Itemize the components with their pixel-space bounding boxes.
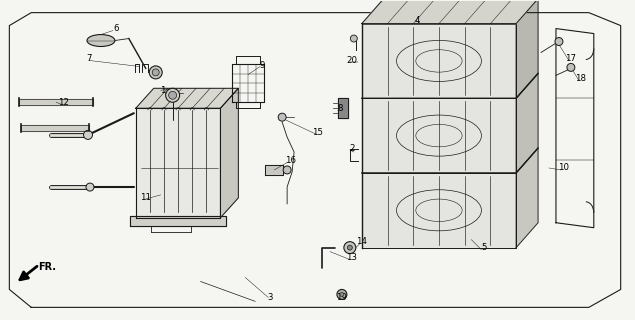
Polygon shape (516, 148, 538, 248)
Polygon shape (265, 165, 283, 175)
Text: 8: 8 (337, 104, 343, 113)
Polygon shape (136, 88, 238, 108)
Text: FR.: FR. (38, 261, 56, 272)
Circle shape (344, 242, 356, 253)
Circle shape (278, 113, 286, 121)
Polygon shape (220, 88, 238, 218)
Text: 13: 13 (346, 253, 358, 262)
Text: 5: 5 (481, 243, 487, 252)
Circle shape (84, 131, 93, 140)
Text: 9: 9 (260, 61, 265, 70)
Circle shape (340, 292, 344, 296)
Text: 10: 10 (558, 164, 570, 172)
Circle shape (337, 289, 347, 300)
Polygon shape (362, 173, 516, 248)
Text: 15: 15 (312, 128, 323, 137)
Circle shape (351, 35, 358, 42)
Circle shape (283, 166, 291, 174)
Ellipse shape (87, 35, 115, 46)
Circle shape (555, 37, 563, 45)
Text: 7: 7 (86, 54, 91, 63)
Circle shape (169, 91, 177, 99)
Text: 17: 17 (565, 54, 577, 63)
Circle shape (86, 183, 94, 191)
Circle shape (166, 88, 180, 102)
Text: 16: 16 (284, 156, 296, 164)
Text: 20: 20 (346, 56, 358, 65)
Text: 11: 11 (140, 193, 151, 202)
Polygon shape (136, 108, 220, 218)
Text: 14: 14 (356, 237, 367, 246)
Text: 12: 12 (58, 98, 69, 107)
Polygon shape (19, 99, 93, 105)
Text: 2: 2 (349, 144, 354, 153)
Text: 3: 3 (267, 293, 273, 302)
Polygon shape (516, 73, 538, 173)
Text: 19: 19 (337, 293, 347, 302)
Polygon shape (362, 0, 538, 24)
Polygon shape (516, 0, 538, 98)
Polygon shape (362, 98, 516, 173)
Circle shape (152, 69, 159, 76)
Circle shape (567, 63, 575, 71)
Polygon shape (22, 125, 89, 131)
Circle shape (149, 66, 162, 79)
Text: 1: 1 (160, 86, 166, 95)
Polygon shape (362, 24, 516, 98)
Polygon shape (130, 216, 227, 226)
Text: 4: 4 (415, 16, 420, 25)
Text: 18: 18 (575, 74, 586, 83)
Circle shape (347, 245, 352, 250)
Text: 6: 6 (113, 24, 119, 33)
Polygon shape (338, 98, 348, 118)
